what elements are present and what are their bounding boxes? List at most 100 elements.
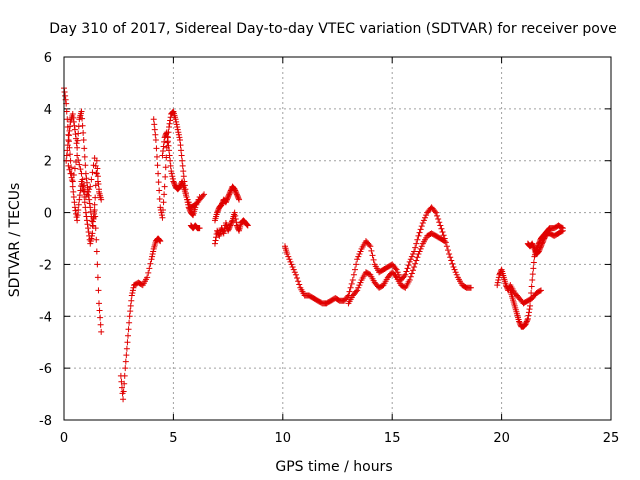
data-point: [160, 206, 167, 213]
data-point: [120, 396, 127, 403]
data-point: [64, 116, 71, 123]
data-point: [525, 309, 532, 316]
data-point: [175, 131, 182, 138]
data-point: [531, 245, 538, 252]
data-point: [412, 260, 419, 267]
data-point: [441, 238, 448, 245]
data-point: [93, 236, 100, 243]
data-point: [448, 257, 455, 264]
data-point: [449, 260, 456, 267]
data-point: [80, 129, 87, 136]
data-point: [160, 143, 167, 150]
data-point: [94, 173, 101, 180]
data-point: [175, 129, 182, 136]
data-point: [156, 195, 163, 202]
data-point: [81, 145, 88, 152]
data-point: [393, 266, 400, 273]
data-point: [186, 205, 193, 212]
data-point: [419, 219, 426, 226]
data-point: [212, 237, 219, 244]
data-point: [416, 229, 423, 236]
data-point: [352, 266, 359, 273]
data-point: [168, 170, 175, 177]
data-point: [178, 152, 185, 159]
data-point: [160, 147, 167, 154]
data-point: [176, 134, 183, 141]
data-point: [93, 170, 100, 177]
data-point: [440, 232, 447, 239]
data-point: [92, 225, 99, 232]
data-point: [98, 328, 105, 335]
data-point: [153, 145, 160, 152]
data-point: [220, 230, 227, 237]
data-point: [288, 261, 295, 268]
data-point: [366, 241, 373, 248]
data-point: [166, 124, 173, 131]
data-point: [224, 195, 231, 202]
data-point: [403, 268, 410, 275]
data-point: [176, 136, 183, 143]
data-point: [81, 188, 88, 195]
data-point: [538, 241, 545, 248]
data-point: [296, 281, 303, 288]
data-point: [87, 204, 94, 211]
data-point: [127, 302, 134, 309]
data-point: [173, 118, 180, 125]
data-point: [354, 256, 361, 263]
data-point: [408, 253, 415, 260]
data-point: [61, 89, 68, 96]
data-point: [413, 257, 420, 264]
data-point: [225, 192, 232, 199]
data-point: [232, 212, 239, 219]
data-point: [409, 251, 416, 258]
data-point: [83, 191, 90, 198]
data-point: [79, 122, 86, 129]
data-point: [97, 321, 104, 328]
data-point: [146, 265, 153, 272]
data-point: [83, 175, 90, 182]
data-point: [292, 271, 299, 278]
data-point: [494, 282, 501, 289]
data-point: [530, 244, 537, 251]
data-point: [176, 183, 183, 190]
data-point: [523, 319, 530, 326]
data-point: [291, 269, 298, 276]
data-point: [528, 283, 535, 290]
data-point: [96, 186, 103, 193]
data-point: [80, 182, 87, 189]
data-point: [87, 238, 94, 245]
data-point: [530, 259, 537, 266]
data-point: [435, 216, 442, 223]
data-point: [89, 218, 96, 225]
data-point: [82, 162, 89, 169]
data-point: [89, 222, 96, 229]
data-point: [213, 234, 220, 241]
data-point: [225, 226, 232, 233]
data-point: [121, 380, 128, 387]
data-point: [411, 264, 418, 271]
data-point: [91, 210, 98, 217]
data-point: [122, 358, 129, 365]
data-point: [159, 152, 166, 159]
data-point: [406, 276, 413, 283]
data-point: [354, 287, 361, 294]
data-point: [369, 252, 376, 259]
data-point: [158, 212, 165, 219]
x-tick-label: 20: [493, 431, 510, 446]
data-point: [494, 279, 501, 286]
data-point: [155, 170, 162, 177]
data-point: [82, 194, 89, 201]
data-point: [540, 238, 547, 245]
data-point: [231, 186, 238, 193]
data-point: [179, 162, 186, 169]
data-point: [123, 352, 130, 359]
x-tick-label: 25: [603, 431, 620, 446]
data-point: [65, 131, 72, 138]
data-point: [180, 173, 187, 180]
data-point: [178, 147, 185, 154]
data-point: [88, 235, 95, 242]
data-point: [65, 138, 72, 145]
data-point: [233, 222, 240, 229]
data-point: [70, 188, 77, 195]
data-point: [185, 204, 192, 211]
